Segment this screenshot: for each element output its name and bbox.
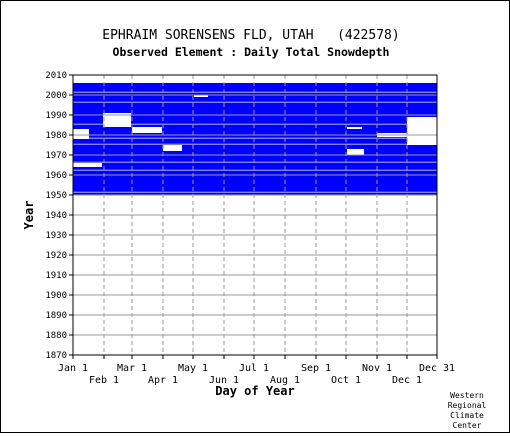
missing-year-line <box>73 161 437 163</box>
missing-year-line <box>73 191 437 193</box>
x-tick-label: Apr 1 <box>148 375 178 386</box>
y-tick-label: 1960 <box>45 171 67 181</box>
missing-year-line <box>73 91 437 93</box>
missing-year-line <box>73 143 437 145</box>
credit-line: Regional <box>447 401 487 410</box>
missing-span <box>73 163 102 167</box>
credit-line: Climate <box>450 411 484 420</box>
observation-layer <box>73 83 437 195</box>
missing-span <box>407 117 437 145</box>
y-tick-label: 1980 <box>45 131 67 141</box>
missing-span <box>347 149 364 155</box>
x-axis: Jan 1 Mar 1 May 1 Jul 1 Sep 1 Nov 1 Dec 31 Feb … <box>58 355 455 386</box>
y-tick-label: 1990 <box>45 111 67 121</box>
y-tick-label: 2010 <box>45 71 67 81</box>
x-tick-label: Dec 31 <box>419 363 455 374</box>
y-axis-label: Year <box>22 201 36 230</box>
missing-year-line <box>73 137 437 139</box>
y-tick-label: 1910 <box>45 271 67 281</box>
missing-span <box>163 145 182 151</box>
chart-subtitle: Observed Element : Daily Total Snowdepth <box>113 45 390 59</box>
chart-title: EPHRAIM SORENSENS FLD, UTAH (422578) <box>102 28 399 43</box>
credit-line: Western <box>450 391 484 400</box>
x-tick-label: Dec 1 <box>392 375 422 386</box>
observed-block <box>73 83 437 195</box>
y-tick-label: 1940 <box>45 211 67 221</box>
x-tick-label: Aug 1 <box>270 375 300 386</box>
y-tick-label: 2000 <box>45 91 67 101</box>
missing-span <box>103 113 131 127</box>
missing-span <box>73 129 89 139</box>
y-tick-label: 1930 <box>45 231 67 241</box>
y-tick-label: 1970 <box>45 151 67 161</box>
missing-span <box>194 95 208 97</box>
y-tick-label: 1870 <box>45 351 67 361</box>
y-tick-label: 1890 <box>45 311 67 321</box>
credit-block: Western Regional Climate Center <box>437 391 497 431</box>
missing-span <box>132 127 162 133</box>
x-tick-label: Jul 1 <box>239 363 269 374</box>
x-tick-label: Nov 1 <box>362 363 392 374</box>
x-tick-label: Mar 1 <box>117 363 147 374</box>
x-tick-label: Sep 1 <box>301 363 331 374</box>
y-axis: 1870 1880 1890 1900 1910 1920 1930 1940 1950 1960… <box>45 71 73 361</box>
x-tick-label: Feb 1 <box>89 375 119 386</box>
x-tick-label: Jun 1 <box>209 375 239 386</box>
missing-year-line <box>73 123 437 125</box>
x-axis-label: Day of Year <box>215 384 294 398</box>
y-tick-label: 1920 <box>45 251 67 261</box>
missing-span <box>347 127 362 129</box>
x-tick-label: May 1 <box>178 363 208 374</box>
y-tick-label: 1950 <box>45 191 67 201</box>
missing-year-line <box>73 169 437 171</box>
x-tick-label: Jan 1 <box>58 363 88 374</box>
missing-year-line <box>73 101 437 103</box>
y-tick-label: 1880 <box>45 331 67 341</box>
credit-line: Center <box>452 421 482 430</box>
x-tick-label: Oct 1 <box>331 375 361 386</box>
y-tick-label: 1900 <box>45 291 67 301</box>
